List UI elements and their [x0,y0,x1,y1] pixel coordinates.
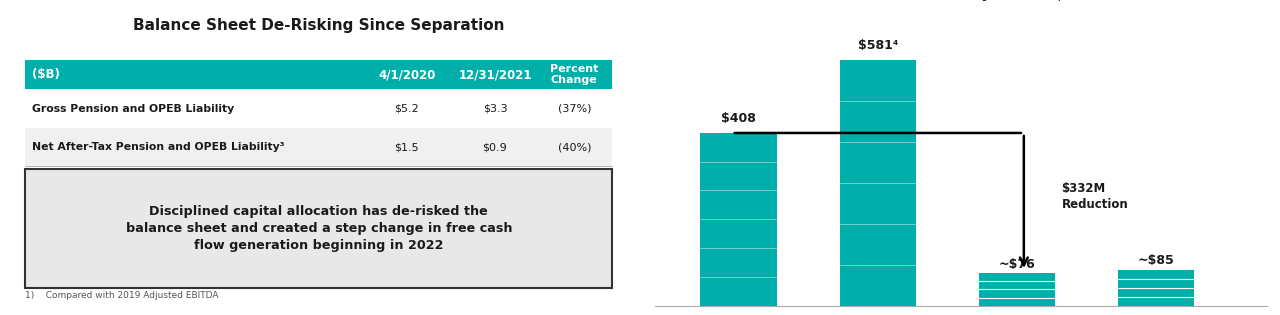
Text: Balance Sheet De-Risking Since Separation: Balance Sheet De-Risking Since Separatio… [133,18,504,33]
FancyBboxPatch shape [360,128,454,166]
Bar [840,60,916,306]
FancyBboxPatch shape [536,60,612,89]
Text: 12/31/2021: 12/31/2021 [458,68,531,81]
Text: (37%): (37%) [558,104,591,114]
FancyBboxPatch shape [26,128,360,166]
Text: 4/1/2020: 4/1/2020 [378,68,435,81]
Text: ~$85: ~$85 [1138,254,1174,267]
Bar [1117,270,1194,306]
Text: $5.2: $5.2 [394,104,420,114]
Text: (40%): (40%) [558,142,591,152]
FancyBboxPatch shape [360,60,454,89]
Text: $1.5: $1.5 [394,142,419,152]
Text: ($B): ($B) [32,68,60,81]
FancyBboxPatch shape [536,89,612,128]
Text: $332M
Reduction: $332M Reduction [1061,182,1128,211]
Text: Disciplined capital allocation has de-risked the
balance sheet and created a ste: Disciplined capital allocation has de-ri… [125,205,512,252]
FancyBboxPatch shape [26,89,360,128]
Text: $3.3: $3.3 [483,104,507,114]
Text: $0.9: $0.9 [483,142,507,152]
FancyBboxPatch shape [454,89,536,128]
FancyBboxPatch shape [454,60,536,89]
FancyBboxPatch shape [360,89,454,128]
FancyBboxPatch shape [454,128,536,166]
Text: $408: $408 [722,112,756,125]
Text: ~$76: ~$76 [998,258,1036,271]
Bar [700,133,777,306]
Text: Percent
Change: Percent Change [550,64,599,85]
FancyBboxPatch shape [26,60,360,89]
Bar [979,273,1055,306]
Title: Combined Pension Contributions, OPEB, and
Environmental Payments ($M): Combined Pension Contributions, OPEB, an… [777,0,1146,1]
Text: Gross Pension and OPEB Liability: Gross Pension and OPEB Liability [32,104,234,114]
Text: Net After-Tax Pension and OPEB Liability³: Net After-Tax Pension and OPEB Liability… [32,142,285,152]
Text: $581⁴: $581⁴ [858,39,899,52]
FancyBboxPatch shape [536,128,612,166]
Text: 1)    Compared with 2019 Adjusted EBITDA: 1) Compared with 2019 Adjusted EBITDA [26,291,219,300]
FancyBboxPatch shape [26,169,612,288]
